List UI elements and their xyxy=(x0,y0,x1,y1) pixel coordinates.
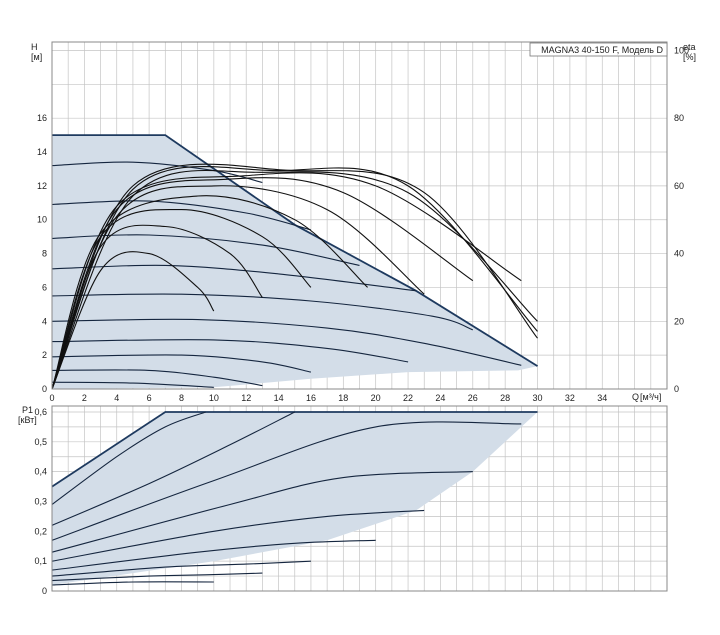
head-tick-label: 12 xyxy=(37,181,47,191)
power-curve xyxy=(51,581,214,586)
eta-curve xyxy=(51,172,522,390)
head-curve xyxy=(51,318,522,366)
head-tick-label: 14 xyxy=(37,147,47,157)
efficiency-curves xyxy=(51,163,538,390)
head-tick-label: 16 xyxy=(37,113,47,123)
head-tick-label: 4 xyxy=(42,316,47,326)
power-tick-label: 0,4 xyxy=(34,467,47,477)
power-curve xyxy=(51,539,376,571)
power-tick-label: 0,2 xyxy=(34,526,47,536)
power-curve xyxy=(51,572,263,582)
x-tick-label: 8 xyxy=(179,393,184,403)
flow-axis-unit: [м³/ч] xyxy=(640,392,661,402)
power-max-curve xyxy=(51,411,538,488)
x-tick-label: 16 xyxy=(306,393,316,403)
power-tick-label: 0,6 xyxy=(34,407,47,417)
x-tick-label: 4 xyxy=(114,393,119,403)
power-panel: 0 0,1 0,2 0,3 0,4 0,5 0,6 P1 [кВт] xyxy=(18,405,668,596)
power-tick-label: 0 xyxy=(42,586,47,596)
eta-axis-unit: [%] xyxy=(683,52,696,62)
power-tick-label: 0,5 xyxy=(34,437,47,447)
head-curve xyxy=(51,200,312,231)
eta-axis-label: eta xyxy=(683,42,696,52)
x-tick-label: 2 xyxy=(82,393,87,403)
eta-tick-label: 0 xyxy=(674,384,679,394)
power-curve xyxy=(51,471,473,553)
head-curve xyxy=(51,339,409,363)
head-axis-label: H xyxy=(31,42,38,52)
power-area-fill xyxy=(52,412,538,585)
x-tick-label: 12 xyxy=(241,393,251,403)
power-tick-label: 0,1 xyxy=(34,556,47,566)
x-tick-label: 18 xyxy=(338,393,348,403)
eta-tick-label: 60 xyxy=(674,181,684,191)
flow-axis-label: Q xyxy=(632,392,639,402)
eta-curve xyxy=(51,163,538,390)
eta-tick-label: 20 xyxy=(674,316,684,326)
power-curve xyxy=(51,411,206,505)
power-curve xyxy=(51,411,296,526)
head-curve xyxy=(51,369,263,387)
eta-curve xyxy=(51,169,538,390)
eta-tick-label: 80 xyxy=(674,113,684,123)
power-axis-label: P1 xyxy=(22,405,33,415)
eta-tick-label: 100 xyxy=(674,45,689,55)
head-curves xyxy=(51,134,538,388)
x-tick-label: 32 xyxy=(565,393,575,403)
x-tick-label: 34 xyxy=(597,393,607,403)
chart-title: MAGNA3 40-150 F, Модель D xyxy=(541,45,663,55)
head-panel: 0 2 4 6 8 10 12 14 16 18 20 22 24 26 28 30 32 34024681012… xyxy=(31,41,696,403)
head-curve xyxy=(51,381,214,388)
head-tick-label: 10 xyxy=(37,215,47,225)
power-tick-label: 0,3 xyxy=(34,496,47,506)
eta-curve xyxy=(51,195,368,390)
eta-curve xyxy=(51,177,474,390)
x-tick-label: 30 xyxy=(533,393,543,403)
head-axis-unit: [м] xyxy=(31,52,42,62)
x-tick-label: 10 xyxy=(209,393,219,403)
eta-curve xyxy=(51,251,215,390)
head-panel-frame xyxy=(51,41,668,390)
head-curve xyxy=(51,293,473,331)
power-axis-unit: [кВт] xyxy=(18,415,37,425)
eta-curve xyxy=(51,166,538,390)
head-tick-label: 8 xyxy=(42,249,47,259)
eta-tick-label: 40 xyxy=(674,249,684,259)
head-tick-labels: 0 2 4 6 8 10 12 14 16 18 20 22 24 26 28 30 32 34024681012… xyxy=(37,45,689,403)
x-tick-label: 20 xyxy=(371,393,381,403)
x-tick-label: 22 xyxy=(403,393,413,403)
eta-curve xyxy=(51,208,312,390)
x-tick-label: 28 xyxy=(500,393,510,403)
x-tick-label: 24 xyxy=(435,393,445,403)
x-tick-label: 14 xyxy=(274,393,284,403)
head-curve xyxy=(51,354,312,373)
head-tick-label: 2 xyxy=(42,350,47,360)
x-tick-label: 6 xyxy=(147,393,152,403)
power-tick-labels: 0 0,1 0,2 0,3 0,4 0,5 0,6 xyxy=(34,407,47,596)
power-panel-frame xyxy=(51,405,668,592)
power-operating-area xyxy=(52,412,538,585)
title-box xyxy=(529,42,668,57)
head-tick-label: 6 xyxy=(42,282,47,292)
power-curve xyxy=(51,509,425,562)
x-tick-label: 26 xyxy=(468,393,478,403)
power-curves xyxy=(51,411,538,586)
power-curve xyxy=(51,421,522,541)
x-tick-label: 0 xyxy=(49,393,54,403)
head-tick-label: 0 xyxy=(42,384,47,394)
power-curve xyxy=(51,560,311,577)
